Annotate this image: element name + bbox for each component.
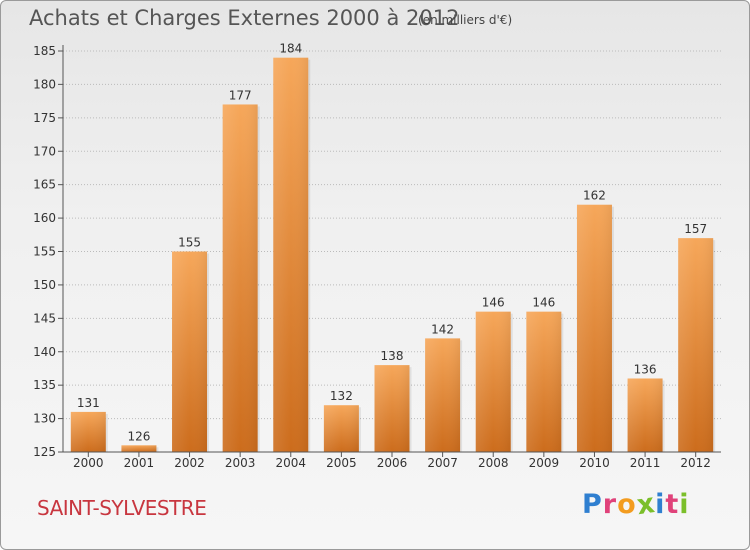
y-tick-label: 185 (33, 44, 56, 58)
chart-title: Achats et Charges Externes 2000 à 2012 (29, 6, 460, 30)
grid-lines (63, 50, 721, 420)
y-tick-label: 170 (33, 144, 56, 158)
bar-highlight (678, 238, 714, 452)
logo-letter: x (634, 487, 658, 522)
x-tick-label: 2003 (225, 456, 256, 470)
y-tick-label: 175 (33, 111, 56, 125)
y-tick-label: 125 (33, 445, 56, 459)
chart-subtitle: (en milliers d'€) (418, 13, 513, 27)
bar-highlight (627, 378, 663, 452)
proxiti-logo[interactable]: Proxiti (582, 487, 690, 522)
logo-letter: t (665, 489, 680, 520)
bar-highlight (576, 204, 612, 452)
logo-letter: i (679, 489, 690, 520)
data-label-2011: 136 (634, 362, 657, 376)
bar-highlight (222, 104, 258, 452)
x-tick-label: 2004 (275, 456, 306, 470)
y-tick-label: 145 (33, 311, 56, 325)
y-tick-label: 130 (33, 412, 56, 426)
x-tick-label: 2005 (326, 456, 357, 470)
y-tick-label: 140 (33, 345, 56, 359)
x-tick-label: 2008 (478, 456, 509, 470)
data-label-2009: 146 (532, 296, 555, 310)
y-tick-label: 135 (33, 378, 56, 392)
x-tick-label: 2010 (579, 456, 610, 470)
x-tick-label: 2001 (124, 456, 155, 470)
data-label-2005: 132 (330, 389, 353, 403)
data-label-2000: 131 (77, 396, 100, 410)
x-tick-label: 2006 (377, 456, 408, 470)
data-label-2006: 138 (381, 349, 404, 363)
bars (70, 57, 716, 452)
bar-highlight (475, 311, 511, 452)
bar-highlight (425, 338, 461, 452)
x-tick-label: 2000 (73, 456, 104, 470)
y-tick-label: 165 (33, 178, 56, 192)
y-tick-label: 180 (33, 77, 56, 91)
bar-highlight (172, 251, 208, 452)
x-tick-label: 2009 (529, 456, 560, 470)
x-tick-label: 2011 (630, 456, 661, 470)
logo-letter: P (582, 489, 603, 520)
bar-highlight (374, 365, 410, 452)
data-label-2004: 184 (279, 42, 302, 56)
axes: 125 130 135 140 145 150 155 160 165 170 175 180 185 2… (33, 44, 721, 470)
commune-name: SAINT-SYLVESTRE (37, 496, 207, 520)
data-label-2003: 177 (229, 88, 252, 102)
bar-highlight (526, 311, 562, 452)
data-label-2008: 146 (482, 296, 505, 310)
data-label-2010: 162 (583, 189, 606, 203)
y-tick-label: 150 (33, 278, 56, 292)
x-tick-label: 2002 (174, 456, 205, 470)
data-labels: 131 126 155 177 184 132 138 142 146 146 162 136 157 (77, 42, 707, 444)
data-label-2001: 126 (127, 429, 150, 443)
bar-highlight (323, 405, 359, 452)
bar-highlight (70, 411, 106, 452)
bar-highlight (273, 57, 309, 452)
logo-letter: r (602, 489, 618, 520)
x-tick-label: 2012 (680, 456, 711, 470)
y-tick-label: 155 (33, 245, 56, 259)
data-label-2012: 157 (684, 222, 707, 236)
logo-letter: o (617, 489, 637, 520)
data-label-2002: 155 (178, 236, 201, 250)
y-tick-label: 160 (33, 211, 56, 225)
data-label-2007: 142 (431, 322, 454, 336)
bar-highlight (121, 445, 157, 452)
logo-letter: i (655, 489, 666, 520)
x-tick-label: 2007 (427, 456, 458, 470)
